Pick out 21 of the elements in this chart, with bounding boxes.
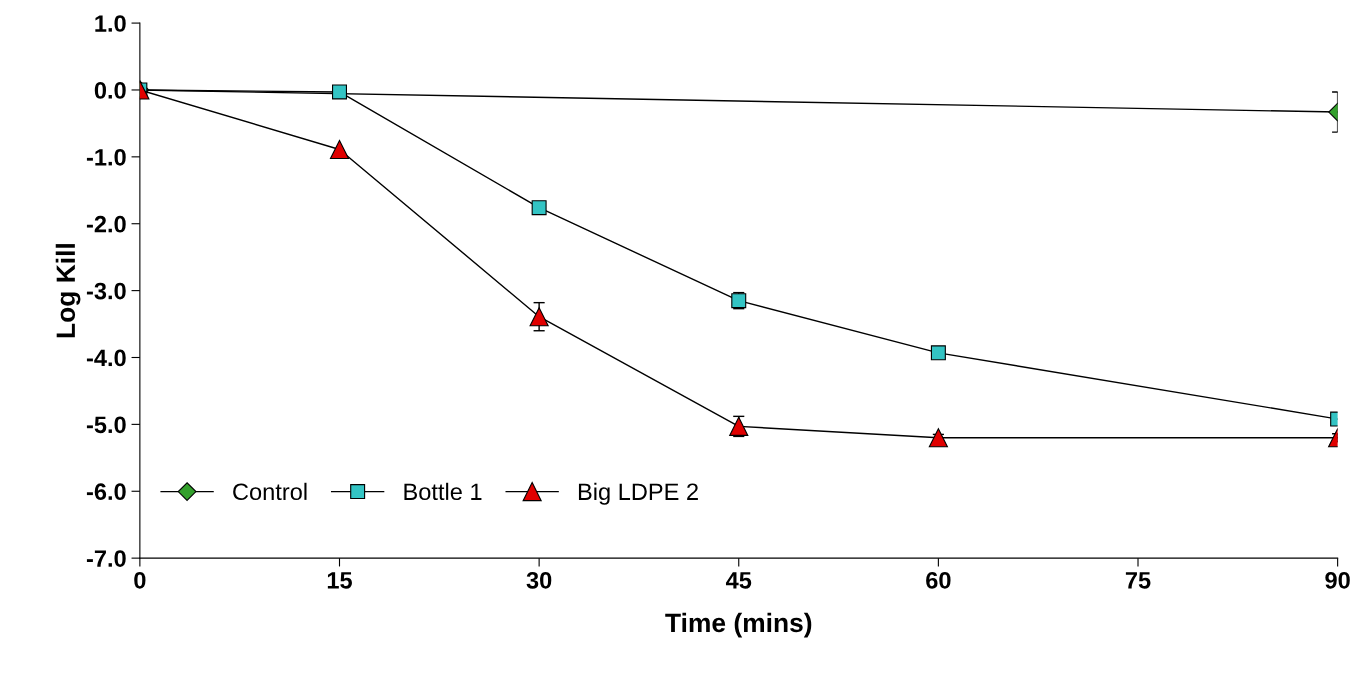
x-tick-label: 45 [725,572,752,589]
y-tick-label: 0.0 [94,82,126,99]
x-axis-title: Time (mins) [665,612,812,638]
y-tick-label: 1.0 [95,15,126,32]
y-tick-label: -3.0 [86,282,126,300]
x-tick-label: 90 [1325,571,1350,589]
y-tick-label: -7.0 [86,550,126,567]
legend-label: Control [233,482,307,501]
x-tick-label: 0 [134,571,146,589]
x-tick-label: 75 [1125,572,1151,589]
y-tick-label: -5.0 [86,416,126,434]
x-tick-label: 60 [926,571,951,589]
legend-label: Big LDPE 2 [578,482,698,505]
x-tick-label: 15 [327,572,352,589]
legend-label: Bottle 1 [404,482,482,501]
y-tick-label: -1.0 [86,148,126,166]
x-tick-label: 30 [526,571,552,589]
y-tick-label: -6.0 [86,483,126,501]
y-tick-label: -2.0 [86,215,126,233]
y-axis-title: Log Kill [55,244,81,338]
y-tick-label: -4.0 [86,349,126,367]
